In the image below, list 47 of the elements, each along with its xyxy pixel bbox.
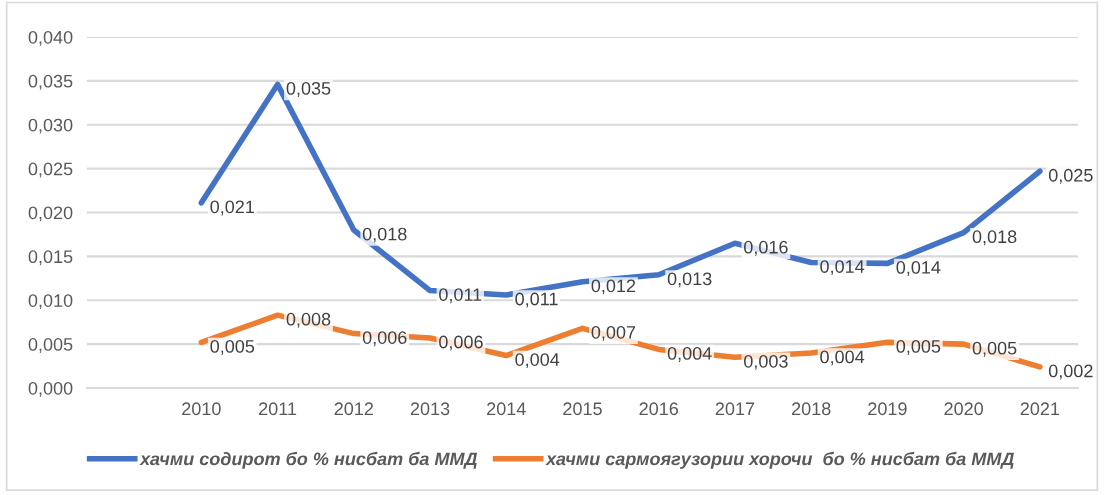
x-tick-label: 2012 [334,402,373,416]
y-tick-label: 0,010 [28,294,73,310]
data-label: 0,021 [210,200,254,216]
data-label: 0,018 [362,227,407,243]
x-tick-label: 2017 [715,402,755,416]
x-tick-label: 2018 [792,402,831,416]
data-label: 0,003 [744,354,788,370]
y-tick-label: 0,015 [28,250,73,266]
y-tick-label: 0,040 [28,30,73,46]
y-tick-label: 0,000 [28,381,73,397]
y-tick-label: 0,035 [28,74,73,90]
data-label: 0,004 [515,353,560,369]
data-label: 0,007 [591,325,636,341]
legend-label: хачми содирот бо % нисбат ба ММД [139,451,478,469]
data-label: 0,005 [210,339,255,355]
x-tick-label: 2014 [487,402,526,416]
y-tick-label: 0,020 [28,206,73,222]
data-label: 0,014 [896,261,941,276]
data-label: 0,016 [744,240,788,256]
data-label: 0,004 [667,347,712,362]
x-tick-label: 2011 [259,402,297,416]
legend-label: хачми сармоягузории хорочи бо % нисбат ба ММД [545,451,1014,469]
data-label: 0,005 [972,341,1017,357]
x-tick-label: 2019 [868,402,907,416]
data-label: 0,012 [591,279,636,295]
data-label: 0,005 [896,339,941,355]
y-tick-label: 0,005 [28,338,73,353]
data-label: 0,002 [1048,364,1093,380]
data-label: 0,008 [286,312,331,328]
x-tick-label: 2016 [639,402,679,416]
data-label: 0,025 [1048,168,1093,184]
data-label: 0,011 [515,292,558,308]
data-label: 0,006 [439,335,483,351]
data-label: 0,011 [439,288,482,304]
x-tick-label: 2010 [182,402,221,416]
data-label: 0,035 [286,82,331,97]
data-label: 0,018 [972,230,1017,246]
data-label: 0,004 [820,350,865,366]
x-tick-label: 2021 [1020,402,1060,416]
x-tick-label: 2020 [944,402,984,416]
data-label: 0,014 [820,260,865,276]
y-tick-label: 0,030 [28,118,73,134]
data-label: 0,006 [362,331,407,347]
x-tick-label: 2015 [563,402,602,416]
y-tick-label: 0,025 [28,162,73,178]
x-tick-label: 2013 [410,402,450,416]
data-label: 0,013 [667,272,712,288]
